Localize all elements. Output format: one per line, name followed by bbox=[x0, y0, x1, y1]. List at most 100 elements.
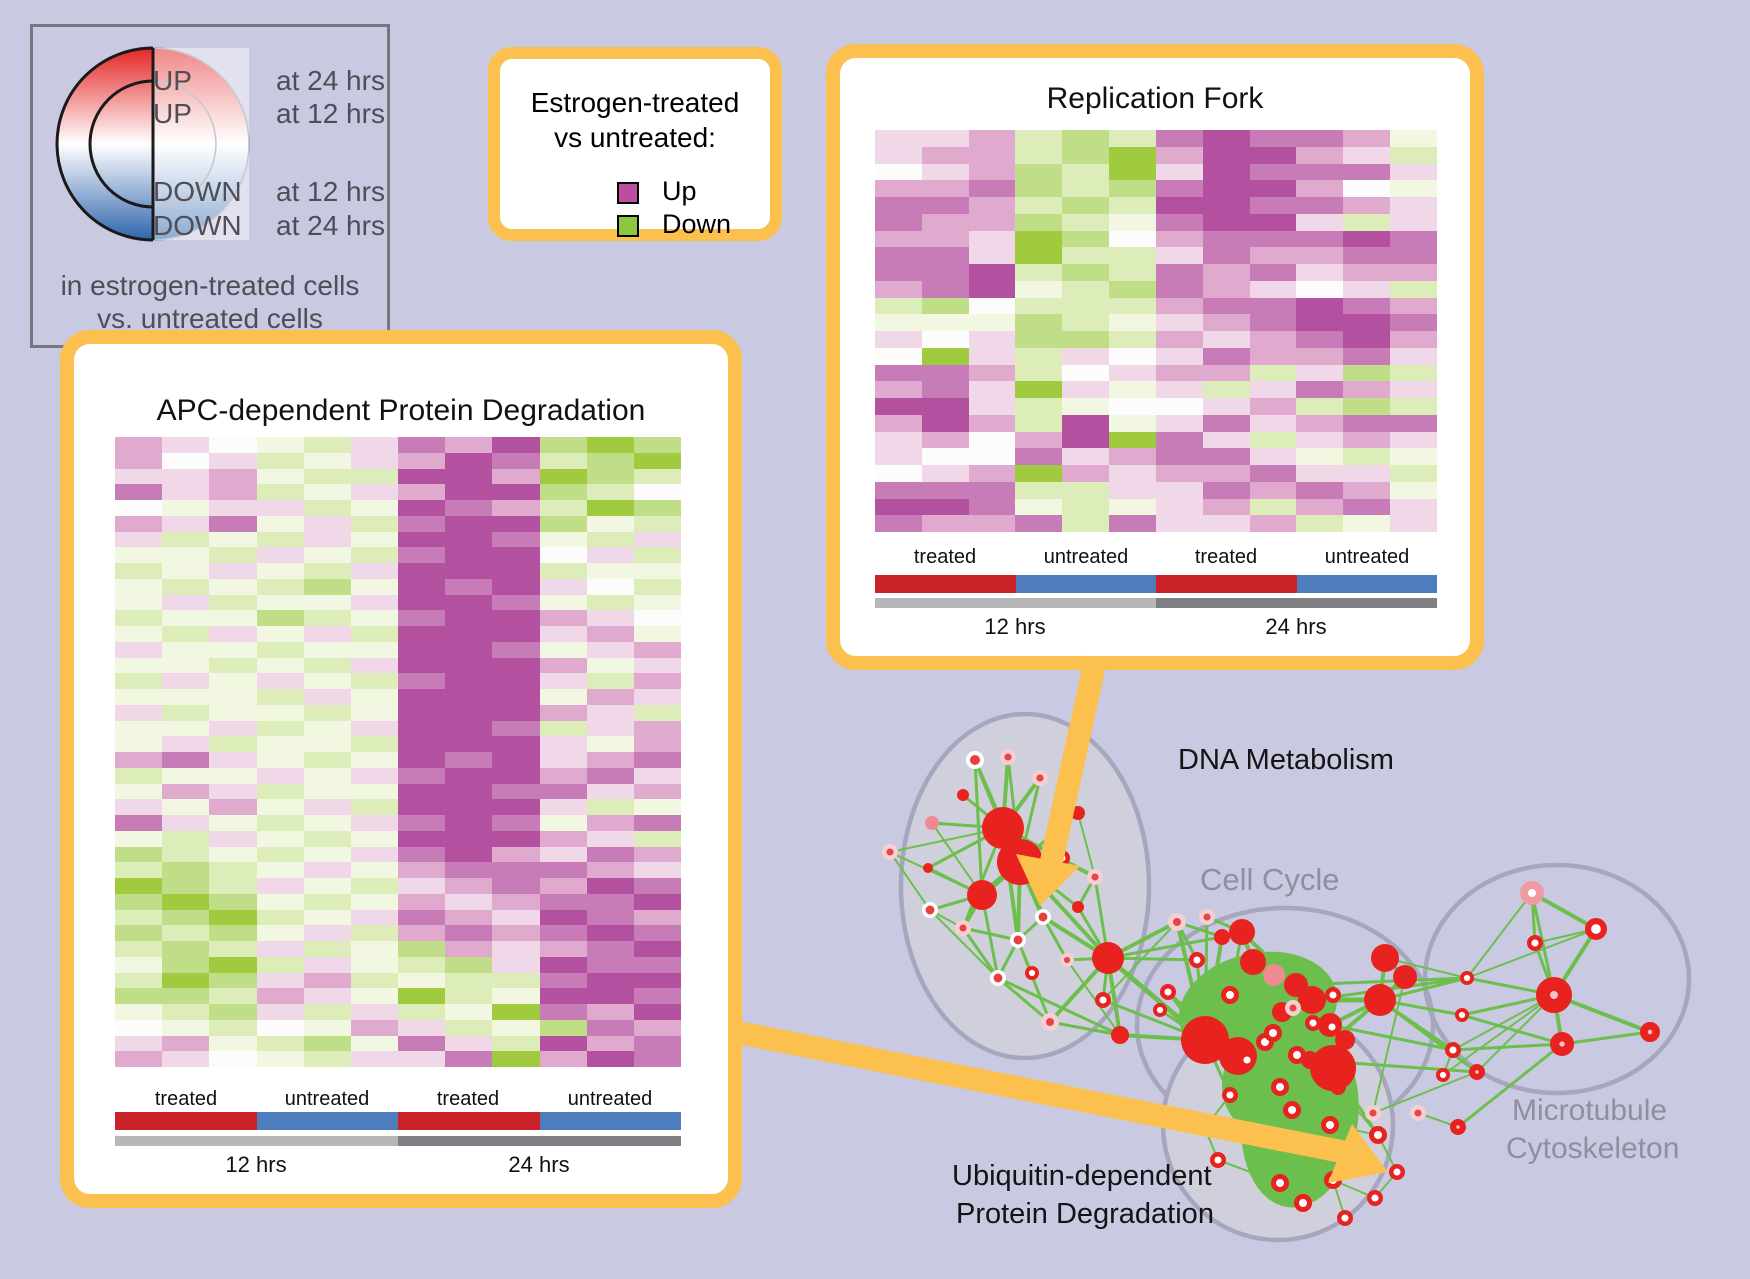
network-node bbox=[1209, 1151, 1226, 1168]
network-edge bbox=[1379, 998, 1454, 1052]
network-edge bbox=[1309, 1058, 1478, 1074]
heatmap-cell bbox=[1155, 247, 1203, 264]
apc-heatmap bbox=[115, 437, 681, 1067]
heatmap-cell bbox=[1390, 314, 1437, 331]
heatmap-cell bbox=[875, 381, 922, 398]
heatmap-cell bbox=[492, 547, 540, 563]
heatmap-cell bbox=[1015, 431, 1063, 449]
heatmap-cell bbox=[1343, 180, 1391, 197]
heatmap-cell bbox=[1296, 465, 1344, 482]
heatmap-cell bbox=[586, 830, 634, 847]
heatmap-cell bbox=[633, 641, 681, 658]
network-edge bbox=[1106, 956, 1207, 1042]
heatmap-cell bbox=[1296, 431, 1344, 449]
apc-24hrs-label: 24 hrs bbox=[508, 1152, 570, 1177]
heatmap-cell bbox=[1109, 230, 1156, 248]
heatmap-cell bbox=[921, 398, 969, 415]
network-edge bbox=[1018, 860, 1110, 960]
heatmap-cell bbox=[162, 673, 210, 689]
network-edge bbox=[1237, 1031, 1274, 1058]
network-node bbox=[1520, 881, 1544, 905]
heatmap-cell bbox=[1249, 381, 1297, 398]
heatmap-cell bbox=[445, 767, 493, 784]
heatmap-cell bbox=[492, 956, 540, 973]
heatmap-cell bbox=[1296, 230, 1344, 248]
heatmap-cell bbox=[256, 515, 304, 532]
network-edge bbox=[973, 759, 1022, 863]
heatmap-cell bbox=[1062, 465, 1110, 482]
heatmap-cell bbox=[398, 956, 446, 973]
heatmap-cell bbox=[492, 815, 540, 831]
heatmap-cell bbox=[539, 736, 587, 752]
heatmap-cell bbox=[633, 452, 681, 469]
heatmap-cell bbox=[633, 578, 681, 595]
apc-group-label-treated-24: treated bbox=[436, 1088, 500, 1110]
heatmap-cell bbox=[209, 783, 257, 800]
heatmap-cell bbox=[1249, 297, 1297, 315]
network-edge bbox=[1204, 1038, 1266, 1044]
rf-24hrs-bar bbox=[1156, 598, 1437, 608]
network-edge bbox=[1311, 976, 1468, 1002]
network-node bbox=[1366, 1189, 1383, 1206]
heatmap-cell bbox=[162, 689, 210, 705]
heatmap-cell bbox=[1249, 448, 1297, 465]
heatmap-cell bbox=[350, 1004, 398, 1020]
heatmap-cell bbox=[1249, 314, 1297, 331]
cluster-circle-dna-metabolism bbox=[898, 711, 1152, 1061]
heatmap-cell bbox=[162, 1035, 210, 1052]
heatmap-cell bbox=[539, 657, 587, 674]
network-node bbox=[1094, 992, 1111, 1009]
heatmap-cell bbox=[1296, 364, 1344, 382]
heatmap-cell bbox=[303, 437, 351, 453]
heatmap-cell bbox=[968, 247, 1016, 264]
legend-up-12-dir: UP bbox=[153, 98, 192, 129]
heatmap-cell bbox=[350, 893, 398, 910]
heatmap-cell bbox=[115, 563, 163, 579]
heatmap-cell bbox=[1249, 331, 1297, 348]
network-node bbox=[1238, 1051, 1255, 1068]
heatmap-cell bbox=[968, 414, 1016, 432]
heatmap-cell bbox=[303, 767, 351, 784]
heatmap-cell bbox=[115, 484, 163, 500]
heatmap-cell bbox=[1249, 498, 1297, 516]
heatmap-cell bbox=[1296, 280, 1344, 298]
heatmap-cell bbox=[539, 515, 587, 532]
network-edge bbox=[1102, 998, 1206, 1042]
network-node bbox=[1264, 1131, 1282, 1149]
network-node bbox=[1283, 1101, 1301, 1119]
arrow-rf-to-dna-shaft bbox=[1038, 655, 1108, 871]
network-node bbox=[1369, 1126, 1387, 1144]
heatmap-cell bbox=[492, 1004, 540, 1020]
heatmap-cell bbox=[539, 988, 587, 1004]
heatmap-cell bbox=[1015, 347, 1063, 365]
network-node bbox=[955, 920, 972, 937]
heatmap-cell bbox=[1390, 130, 1437, 147]
heatmap-cell bbox=[968, 130, 1016, 147]
heatmap-cell bbox=[303, 610, 351, 626]
network-edge bbox=[1204, 1127, 1219, 1161]
network-edge bbox=[1442, 1049, 1454, 1076]
heatmap-cell bbox=[1062, 331, 1110, 348]
heatmap-cell bbox=[1249, 280, 1297, 298]
network-edge bbox=[1461, 1013, 1563, 1046]
heatmap-cell bbox=[445, 736, 493, 752]
network-edge bbox=[1041, 915, 1110, 960]
network-node bbox=[1584, 917, 1607, 940]
heatmap-cell bbox=[875, 197, 922, 214]
heatmap-cell bbox=[115, 578, 163, 595]
heatmap-cell bbox=[115, 988, 163, 1004]
heatmap-cell bbox=[492, 452, 540, 469]
network-edge bbox=[1531, 891, 1597, 931]
heatmap-cell bbox=[162, 878, 210, 894]
heatmap-cell bbox=[586, 531, 634, 548]
heatmap-cell bbox=[1390, 230, 1437, 248]
heatmap-cell bbox=[303, 988, 351, 1004]
heatmap-cell bbox=[303, 815, 351, 831]
heatmap-cell bbox=[1062, 280, 1110, 298]
heatmap-cell bbox=[875, 247, 922, 264]
heatmap-cell bbox=[256, 437, 304, 453]
heatmap-cell bbox=[115, 956, 163, 973]
network-node bbox=[1264, 1024, 1282, 1042]
heatmap-cell bbox=[1155, 431, 1203, 449]
